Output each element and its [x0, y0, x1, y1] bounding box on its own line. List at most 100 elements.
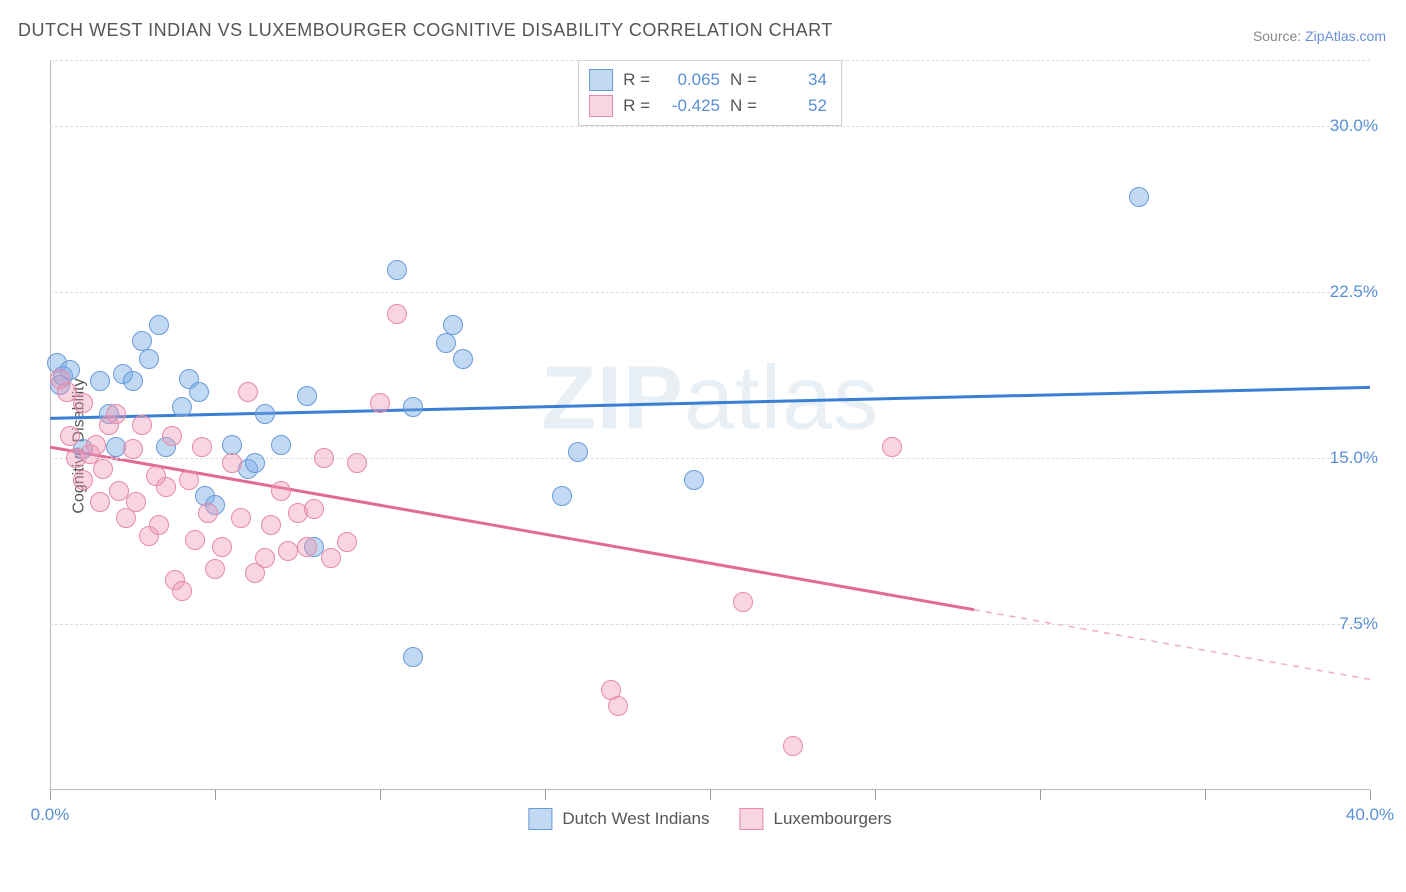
scatter-point [172, 581, 192, 601]
scatter-point [126, 492, 146, 512]
x-tick [545, 790, 546, 800]
scatter-point [436, 333, 456, 353]
scatter-point [337, 532, 357, 552]
scatter-point [261, 515, 281, 535]
scatter-point [387, 260, 407, 280]
scatter-point [205, 559, 225, 579]
grid-line-h [50, 292, 1370, 293]
scatter-point [552, 486, 572, 506]
x-tick-label: 40.0% [1346, 805, 1394, 825]
scatter-point [123, 439, 143, 459]
r-label-1: R = [623, 96, 650, 116]
scatter-point [304, 499, 324, 519]
scatter-point [231, 508, 251, 528]
scatter-point [347, 453, 367, 473]
scatter-point [271, 481, 291, 501]
x-tick [50, 790, 51, 800]
legend-item-1: Luxembourgers [739, 808, 891, 830]
scatter-point [403, 397, 423, 417]
x-tick [1370, 790, 1371, 800]
scatter-point [192, 437, 212, 457]
scatter-point [149, 515, 169, 535]
legend-series: Dutch West Indians Luxembourgers [528, 808, 891, 830]
scatter-point [271, 435, 291, 455]
chart-plot-area: ZIPatlas R = 0.065 N = 34 R = -0.425 N =… [50, 60, 1370, 830]
legend-swatch-blue-2 [528, 808, 552, 830]
x-tick [875, 790, 876, 800]
scatter-point [443, 315, 463, 335]
r-value-1: -0.425 [660, 96, 720, 116]
scatter-point [245, 453, 265, 473]
scatter-point [162, 426, 182, 446]
legend-label-1: Luxembourgers [773, 809, 891, 829]
n-label: N = [730, 70, 757, 90]
scatter-point [403, 647, 423, 667]
x-tick [380, 790, 381, 800]
scatter-point [608, 696, 628, 716]
scatter-point [1129, 187, 1149, 207]
chart-title: DUTCH WEST INDIAN VS LUXEMBOURGER COGNIT… [18, 20, 833, 41]
scatter-point [172, 397, 192, 417]
scatter-point [238, 382, 258, 402]
x-tick-label: 0.0% [31, 805, 70, 825]
y-tick-label: 30.0% [1330, 116, 1378, 136]
trend-line-dashed [974, 610, 1370, 680]
legend-item-0: Dutch West Indians [528, 808, 709, 830]
scatter-point [185, 530, 205, 550]
n-label-1: N = [730, 96, 757, 116]
scatter-point [149, 315, 169, 335]
y-tick-label: 22.5% [1330, 282, 1378, 302]
scatter-point [297, 386, 317, 406]
legend-swatch-blue [589, 69, 613, 91]
r-label: R = [623, 70, 650, 90]
n-value-1: 52 [767, 96, 827, 116]
scatter-point [314, 448, 334, 468]
scatter-point [189, 382, 209, 402]
x-tick [710, 790, 711, 800]
x-tick [1205, 790, 1206, 800]
scatter-point [321, 548, 341, 568]
scatter-point [255, 548, 275, 568]
y-tick-label: 7.5% [1339, 614, 1378, 634]
scatter-point [179, 470, 199, 490]
trend-lines-svg [50, 60, 1370, 830]
scatter-point [882, 437, 902, 457]
scatter-point [123, 371, 143, 391]
source-link[interactable]: ZipAtlas.com [1305, 28, 1386, 44]
legend-stats-box: R = 0.065 N = 34 R = -0.425 N = 52 [578, 60, 842, 126]
grid-line-h [50, 126, 1370, 127]
watermark-bold: ZIP [541, 348, 684, 448]
scatter-point [212, 537, 232, 557]
scatter-point [132, 415, 152, 435]
scatter-point [90, 492, 110, 512]
scatter-point [139, 349, 159, 369]
scatter-point [73, 470, 93, 490]
scatter-point [90, 371, 110, 391]
legend-stats-row-1: R = -0.425 N = 52 [589, 93, 827, 119]
source-attribution: Source: ZipAtlas.com [1253, 28, 1386, 44]
scatter-point [370, 393, 390, 413]
legend-label-0: Dutch West Indians [562, 809, 709, 829]
x-tick [1040, 790, 1041, 800]
scatter-point [278, 541, 298, 561]
grid-line-h [50, 60, 1370, 61]
source-prefix: Source: [1253, 28, 1305, 44]
grid-line-h [50, 624, 1370, 625]
scatter-point [733, 592, 753, 612]
scatter-point [783, 736, 803, 756]
y-axis-line [50, 60, 51, 790]
scatter-point [684, 470, 704, 490]
scatter-point [73, 393, 93, 413]
scatter-point [60, 426, 80, 446]
y-tick-label: 15.0% [1330, 448, 1378, 468]
scatter-point [255, 404, 275, 424]
scatter-point [106, 404, 126, 424]
watermark-rest: atlas [684, 348, 879, 448]
watermark: ZIPatlas [541, 347, 879, 450]
scatter-point [387, 304, 407, 324]
scatter-point [156, 477, 176, 497]
x-tick [215, 790, 216, 800]
scatter-point [297, 537, 317, 557]
scatter-point [93, 459, 113, 479]
legend-swatch-pink [589, 95, 613, 117]
